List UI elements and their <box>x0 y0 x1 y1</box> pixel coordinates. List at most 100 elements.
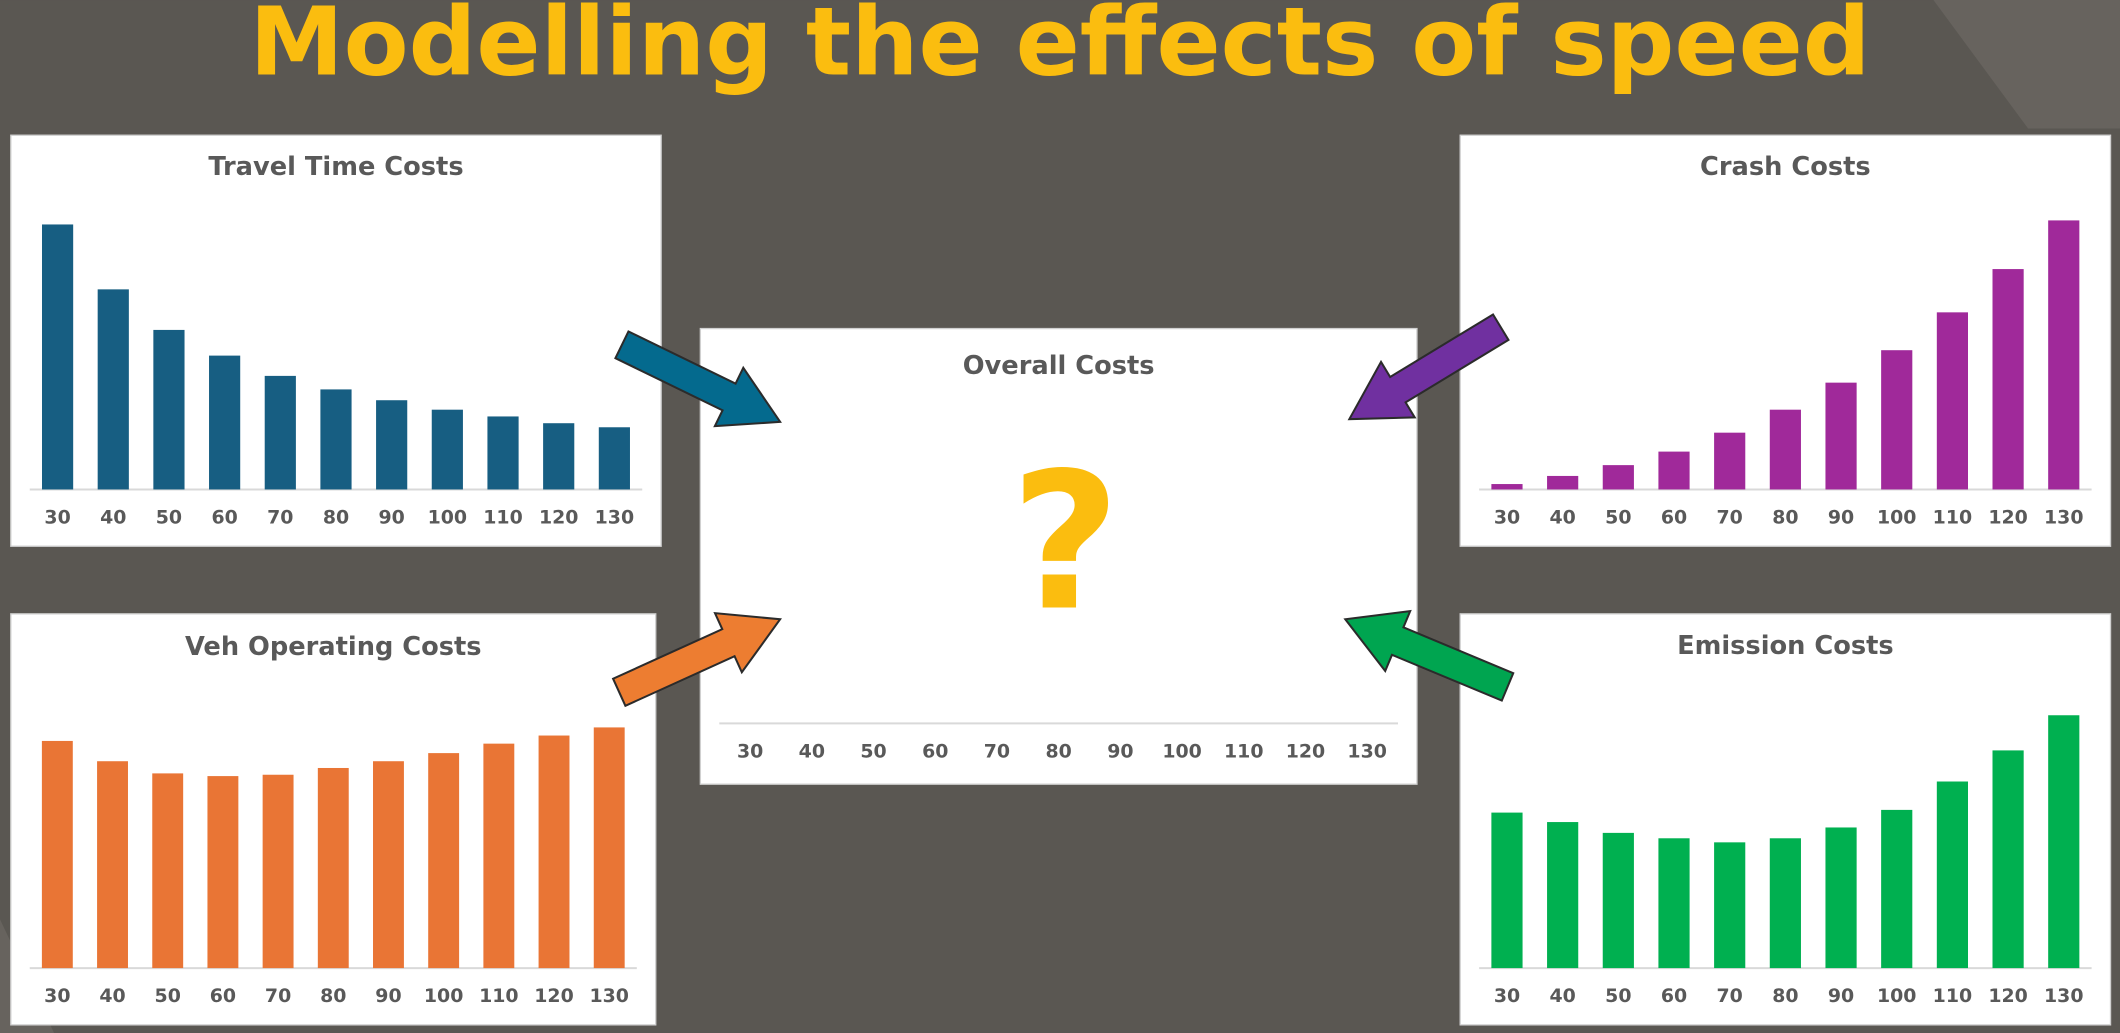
x-tick-label: 110 <box>1933 985 1972 1007</box>
panel <box>699 327 1418 785</box>
bar <box>1825 382 1857 490</box>
bar <box>1658 838 1690 969</box>
bar <box>97 289 129 490</box>
bar <box>1714 432 1746 490</box>
x-tick-label: 50 <box>1605 506 1631 528</box>
x-tick-label: 100 <box>1877 985 1916 1007</box>
x-tick-label: 80 <box>1045 740 1071 762</box>
x-tick-label: 110 <box>1933 506 1972 528</box>
x-tick-label: 60 <box>1661 985 1687 1007</box>
x-tick-label: 120 <box>1286 740 1325 762</box>
x-tick-label: 40 <box>799 740 825 762</box>
x-tick-label: 70 <box>1717 506 1743 528</box>
bar <box>598 427 630 490</box>
bar <box>262 774 294 969</box>
bar <box>1714 842 1746 969</box>
bar <box>41 224 74 490</box>
x-tick-label: 100 <box>1162 740 1201 762</box>
annotation: ? <box>1011 431 1121 652</box>
x-tick-label: 80 <box>1772 506 1798 528</box>
bar <box>153 329 185 490</box>
x-tick-label: 120 <box>534 985 573 1007</box>
bar <box>1769 838 1801 969</box>
chart-title: Crash Costs <box>1700 152 1871 182</box>
bar <box>376 400 408 490</box>
bar <box>373 761 404 969</box>
chart-title: Travel Time Costs <box>208 152 463 182</box>
slide-title: Modelling the effects of speed <box>249 0 1870 98</box>
bar <box>487 416 519 490</box>
bar <box>1658 451 1690 490</box>
x-tick-label: 110 <box>483 506 522 528</box>
bar <box>1825 827 1857 969</box>
x-tick-label: 70 <box>984 740 1010 762</box>
arrow <box>1343 609 1515 702</box>
x-tick-label: 30 <box>1494 985 1520 1007</box>
bar <box>1881 350 1913 490</box>
arrow <box>614 330 782 428</box>
bar <box>593 727 625 969</box>
x-tick-label: 110 <box>479 985 518 1007</box>
x-tick-label: 50 <box>1605 985 1631 1007</box>
x-tick-label: 40 <box>1549 985 1575 1007</box>
bar <box>152 773 184 969</box>
x-tick-label: 30 <box>44 985 70 1007</box>
bar <box>1602 465 1634 490</box>
x-tick-label: 30 <box>1494 506 1520 528</box>
x-tick-label: 60 <box>210 985 236 1007</box>
arrow <box>611 611 782 708</box>
x-tick-label: 80 <box>320 985 346 1007</box>
bar <box>207 776 239 969</box>
x-tick-label: 40 <box>1549 506 1575 528</box>
bar <box>1936 781 1968 969</box>
bar <box>1602 832 1634 969</box>
bar <box>209 355 241 490</box>
bar <box>1547 475 1579 490</box>
x-tick-label: 130 <box>1347 740 1386 762</box>
x-tick-label: 40 <box>100 506 126 528</box>
bar <box>2048 715 2080 969</box>
x-tick-label: 80 <box>323 506 349 528</box>
x-tick-label: 70 <box>265 985 291 1007</box>
x-tick-label: 90 <box>379 506 405 528</box>
bar <box>1881 809 1913 969</box>
bar <box>538 735 570 969</box>
x-tick-label: 90 <box>1107 740 1133 762</box>
bar <box>428 753 460 969</box>
x-tick-label: 110 <box>1224 740 1263 762</box>
x-tick-label: 30 <box>44 506 70 528</box>
x-tick-label: 90 <box>1828 506 1854 528</box>
bar <box>264 375 296 490</box>
x-tick-label: 100 <box>424 985 463 1007</box>
x-tick-label: 30 <box>737 740 763 762</box>
x-tick-label: 130 <box>2044 506 2083 528</box>
x-tick-label: 120 <box>1988 985 2027 1007</box>
bar <box>41 740 73 969</box>
x-tick-label: 100 <box>1877 506 1916 528</box>
x-tick-label: 50 <box>156 506 182 528</box>
bar <box>431 409 463 490</box>
x-tick-label: 130 <box>595 506 634 528</box>
bar <box>543 423 575 490</box>
x-tick-label: 60 <box>1661 506 1687 528</box>
x-tick-label: 70 <box>1717 985 1743 1007</box>
x-tick-label: 120 <box>1988 506 2027 528</box>
bar <box>1992 269 2024 490</box>
bar <box>483 743 515 969</box>
chart-title: Veh Operating Costs <box>185 632 482 662</box>
arrow <box>1347 313 1510 421</box>
bar <box>1491 812 1523 969</box>
x-tick-label: 40 <box>99 985 125 1007</box>
chart-title: Emission Costs <box>1677 631 1894 661</box>
x-tick-label: 60 <box>211 506 237 528</box>
bar <box>320 389 352 490</box>
x-tick-label: 70 <box>267 506 293 528</box>
x-tick-label: 80 <box>1772 985 1798 1007</box>
bar <box>1769 409 1801 490</box>
bar <box>1491 484 1523 490</box>
x-tick-label: 90 <box>1828 985 1854 1007</box>
x-tick-label: 120 <box>539 506 578 528</box>
chart-title: Overall Costs <box>963 351 1155 381</box>
x-tick-label: 50 <box>155 985 181 1007</box>
